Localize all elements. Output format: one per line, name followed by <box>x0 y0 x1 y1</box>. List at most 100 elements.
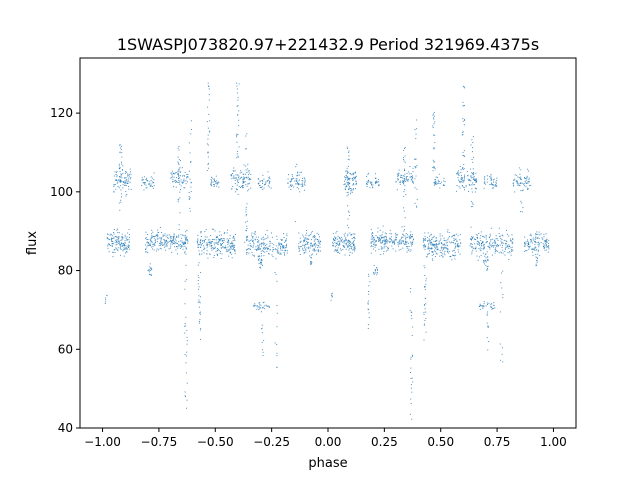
data-point <box>514 191 516 193</box>
data-point <box>283 233 285 235</box>
data-point <box>130 188 132 190</box>
data-point <box>174 180 176 182</box>
data-point <box>351 191 353 193</box>
data-point <box>272 250 274 252</box>
data-point <box>347 191 349 193</box>
data-point <box>276 343 278 345</box>
data-point <box>296 186 298 188</box>
data-point <box>522 189 524 191</box>
data-point <box>154 242 156 244</box>
data-point <box>111 238 113 240</box>
data-point <box>284 253 286 255</box>
data-point <box>497 245 499 247</box>
data-point <box>235 174 237 176</box>
data-point <box>510 249 512 251</box>
data-point <box>394 239 396 241</box>
data-point <box>258 309 260 311</box>
data-point <box>171 172 173 174</box>
data-point <box>200 244 202 246</box>
data-point <box>366 182 368 184</box>
data-point <box>343 242 345 244</box>
data-point <box>435 246 437 248</box>
data-point <box>392 240 394 242</box>
data-point <box>376 272 378 274</box>
data-point <box>146 251 148 253</box>
data-point <box>367 308 369 310</box>
data-point <box>248 170 250 172</box>
data-point <box>146 187 148 189</box>
data-point <box>209 245 211 247</box>
data-point <box>171 251 173 253</box>
data-point <box>179 181 181 183</box>
data-point <box>216 241 218 243</box>
data-point <box>233 175 235 177</box>
data-point <box>405 180 407 182</box>
data-point <box>109 234 111 236</box>
data-point <box>173 173 175 175</box>
data-point <box>430 241 432 243</box>
data-point <box>443 184 445 186</box>
data-point <box>410 378 412 380</box>
data-point <box>226 249 228 251</box>
data-point <box>122 245 124 247</box>
data-point <box>385 250 387 252</box>
data-point <box>116 241 118 243</box>
data-point <box>484 183 486 185</box>
data-point <box>141 177 143 179</box>
data-point <box>500 359 502 361</box>
data-point <box>257 178 259 180</box>
data-point <box>347 182 349 184</box>
data-point <box>209 242 211 244</box>
data-point <box>354 171 356 173</box>
data-point <box>436 239 438 241</box>
data-point <box>211 247 213 249</box>
data-point <box>346 177 348 179</box>
data-point <box>232 240 234 242</box>
data-point <box>261 324 263 326</box>
data-point <box>113 184 115 186</box>
data-point <box>169 241 171 243</box>
data-point <box>333 245 335 247</box>
data-point <box>457 177 459 179</box>
data-point <box>435 184 437 186</box>
data-point <box>124 172 126 174</box>
data-point <box>449 256 451 258</box>
data-point <box>187 242 189 244</box>
data-point <box>548 248 550 250</box>
data-point <box>199 241 201 243</box>
data-point <box>252 254 254 256</box>
data-point <box>371 232 373 234</box>
data-point <box>548 245 550 246</box>
data-point <box>172 181 174 183</box>
data-point <box>501 242 503 244</box>
data-point <box>175 249 177 251</box>
data-point <box>233 245 235 247</box>
data-point <box>410 241 412 243</box>
data-point <box>315 238 317 240</box>
data-point <box>367 182 369 184</box>
data-point <box>224 245 226 247</box>
data-point <box>400 180 402 182</box>
data-point <box>184 391 186 393</box>
data-point <box>336 251 338 253</box>
data-point <box>117 228 119 230</box>
data-point <box>485 261 487 263</box>
data-point <box>485 264 487 266</box>
data-point <box>476 240 478 242</box>
data-point <box>453 242 454 244</box>
data-point <box>171 241 173 243</box>
data-point <box>269 245 271 247</box>
data-point <box>121 156 123 158</box>
data-point <box>175 240 177 242</box>
data-point <box>349 254 351 256</box>
data-point <box>117 240 119 242</box>
data-point <box>295 166 297 168</box>
data-point <box>208 88 210 90</box>
data-point <box>220 247 222 249</box>
data-point <box>120 196 122 198</box>
data-point <box>178 234 180 236</box>
data-point <box>403 177 405 179</box>
data-point <box>297 174 299 176</box>
data-point <box>448 250 450 252</box>
data-point <box>387 249 389 251</box>
